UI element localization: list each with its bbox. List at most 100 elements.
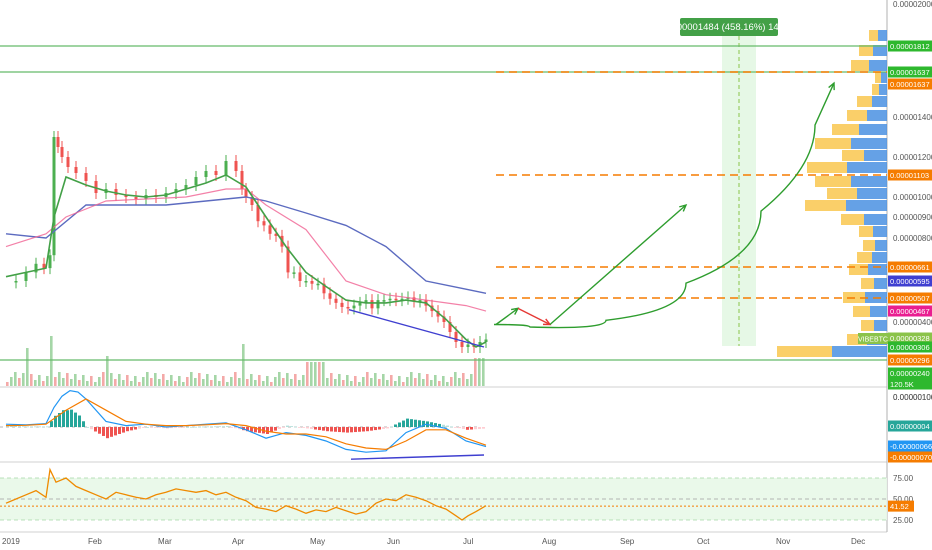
signal-line (5, 398, 487, 451)
vp-bar-orange (872, 84, 879, 95)
volume-bar (62, 378, 65, 386)
macd-tag (888, 451, 932, 463)
price-tag (888, 367, 932, 379)
price-tag-label: 0.00000507 (890, 294, 930, 303)
macd-histogram-bar (394, 424, 397, 427)
candle-body (66, 157, 70, 167)
vp-bar-orange (857, 96, 872, 107)
volume-bar (354, 376, 357, 386)
volume-bar (38, 375, 41, 386)
vp-bar-blue (875, 240, 887, 251)
vp-bar-orange (861, 320, 874, 331)
macd-histogram-bar (86, 427, 89, 428)
macd-histogram-bar (110, 427, 113, 437)
volume-bar (222, 376, 225, 386)
macd-histogram-bar (274, 427, 277, 431)
candle-body (56, 137, 60, 147)
volume-bar (398, 376, 401, 386)
candle-body (388, 298, 392, 301)
candle-body (250, 197, 254, 205)
macd-histogram-bar (266, 427, 269, 434)
price-tag-label: 0.00001637 (890, 68, 930, 77)
volume-bar (130, 381, 133, 386)
macd-histogram-bar (114, 427, 117, 436)
volume-bar (242, 344, 245, 386)
macd-histogram-bar (122, 427, 125, 433)
vp-bar-blue (864, 214, 887, 225)
macd-histogram-bar (474, 427, 477, 430)
vp-bar-orange (777, 346, 832, 357)
measure-label: 0.00001484 (458.16%) 1484 (669, 22, 789, 33)
projection-arrow (549, 204, 687, 326)
candle-body (304, 281, 308, 283)
candle-body (448, 322, 452, 332)
volume-bar (94, 382, 97, 386)
macd-tag-label: 0.00000004 (890, 422, 930, 431)
volume-bar (182, 382, 185, 386)
macd-histogram-bar (446, 425, 449, 427)
volume-bar (78, 380, 81, 386)
volume-bar (478, 358, 481, 386)
candle-body (358, 302, 362, 306)
price-tag-label: 0.00001637 (890, 80, 930, 89)
price-tag-label: 0.00000661 (890, 263, 930, 272)
macd-histogram-bar (410, 419, 413, 427)
volume-bar (282, 378, 285, 386)
volume-bar (278, 372, 281, 386)
macd-histogram-bar (170, 427, 173, 429)
volume-bar (194, 378, 197, 386)
volume-bar (410, 372, 413, 386)
volume-bar (226, 382, 229, 386)
rsi-tick-label: 25.00 (893, 516, 914, 525)
volume-bar (302, 375, 305, 386)
macd-histogram-bar (230, 427, 233, 428)
vp-bar-blue (864, 150, 887, 161)
volume-bar (314, 362, 317, 386)
macd-histogram-bar (374, 427, 377, 431)
volume-bar (238, 378, 241, 386)
time-tick-label: Mar (158, 537, 172, 546)
candle-body (382, 300, 386, 302)
volume-bar (146, 372, 149, 386)
vp-bar-orange (841, 214, 864, 225)
volume-bar (66, 373, 69, 386)
volume-bar (258, 375, 261, 386)
macd-histogram-bar (470, 427, 473, 430)
candle-body (364, 300, 368, 303)
volume-bar (322, 362, 325, 386)
volume-bar (158, 379, 161, 386)
macd-histogram-bar (378, 427, 381, 430)
candle-body (194, 177, 198, 185)
price-tag (888, 332, 932, 344)
macd-histogram-bar (382, 427, 385, 429)
macd-histogram-bar (314, 427, 317, 430)
macd-histogram-bar (250, 427, 253, 432)
rsi-pane (0, 467, 887, 521)
vp-bar-blue (857, 188, 887, 199)
volume-bar (386, 380, 389, 386)
macd-histogram-bar (282, 427, 285, 428)
macd-tag (888, 420, 932, 432)
price-tag-label: 0.00000467 (890, 307, 930, 316)
macd-histogram-bar (50, 421, 53, 427)
candle-body (256, 205, 260, 222)
vp-bar-blue (868, 264, 887, 275)
volume-bar (14, 372, 17, 386)
price-tag-label: 0.00000328 (890, 334, 930, 343)
volume-bar (306, 362, 309, 386)
candle-body (376, 300, 380, 309)
price-tick-label: 0.00000100 (893, 393, 932, 402)
vp-bar-blue (879, 84, 887, 95)
macd-histogram-bar (158, 427, 161, 428)
candle-body (466, 344, 470, 347)
vp-bar-orange (842, 150, 864, 161)
volume-bar (466, 379, 469, 386)
candle-body (48, 255, 52, 269)
volume-bar (406, 377, 409, 386)
macd-histogram-bar (154, 427, 157, 428)
price-tag (888, 261, 932, 273)
macd-histogram-bar (38, 426, 41, 428)
ma-slow-line (5, 196, 487, 294)
macd-histogram-bar (14, 425, 17, 427)
